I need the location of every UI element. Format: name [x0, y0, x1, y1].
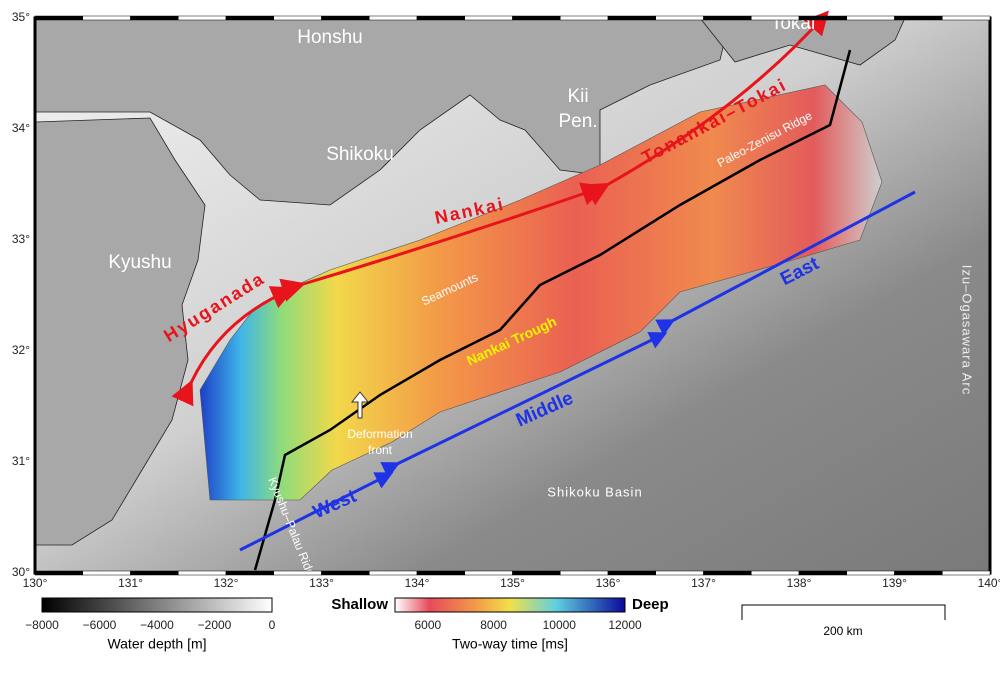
- frame-segment: [369, 15, 418, 21]
- label: Deformation: [347, 427, 412, 441]
- frame-segment: [178, 570, 227, 576]
- lat-tick-label: 30°: [12, 565, 30, 579]
- frame-segment: [225, 570, 274, 576]
- legend: Water depth [m] Shallow Deep Two-way tim…: [41, 596, 946, 652]
- twt-tick-label: 12000: [608, 618, 642, 632]
- depth-tick-label: −2000: [198, 618, 232, 632]
- lon-tick-label: 137°: [691, 576, 716, 590]
- axes: 130° 131° 132° 133° 134° 135° 136° 137° 138° 139°…: [12, 10, 1000, 632]
- frame-segment: [846, 570, 895, 576]
- frame-segment: [273, 15, 322, 21]
- lat-tick-label: 34°: [12, 121, 30, 135]
- lon-tick-label: 138°: [787, 576, 812, 590]
- scale-label: 200 km: [823, 624, 862, 638]
- depth-tick-label: −6000: [83, 618, 117, 632]
- frame-segment: [512, 15, 561, 21]
- arrow-east: [655, 190, 916, 336]
- arrow-hyuganada: [171, 286, 296, 407]
- twt-tick-label: 8000: [480, 618, 507, 632]
- frame-segment: [82, 570, 131, 576]
- lat-tick-label: 33°: [12, 232, 30, 246]
- frame-segment: [416, 570, 465, 576]
- legend-title: Water depth [m]: [107, 636, 206, 652]
- label: Izu–Ogasawara Arc: [960, 265, 975, 395]
- front-arrow: [350, 391, 370, 419]
- frame-segment: [655, 15, 704, 21]
- frame-segment: [130, 570, 179, 576]
- scale-bar: [741, 604, 946, 620]
- lon-tick-label: 132°: [214, 576, 239, 590]
- frame-segment: [34, 15, 83, 21]
- frame-segment: [416, 15, 465, 21]
- depth-tick-label: −4000: [140, 618, 174, 632]
- legend-shallow: Shallow: [331, 596, 388, 613]
- twt-colorbar: [394, 597, 626, 613]
- frame-segment: [703, 570, 752, 576]
- depth-colorbar: [41, 597, 273, 613]
- frame-segment: [82, 15, 131, 21]
- lon-tick-label: 133°: [309, 576, 334, 590]
- frame-segment: [751, 15, 800, 21]
- twt-tick-label: 6000: [415, 618, 442, 632]
- lon-tick-label: 134°: [405, 576, 430, 590]
- frame-segment: [894, 570, 943, 576]
- label: Shikoku: [326, 144, 394, 165]
- frame-segment: [369, 570, 418, 576]
- frame-segment: [846, 15, 895, 21]
- frame-segment: [178, 15, 227, 21]
- frame-segment: [560, 570, 609, 576]
- label: Shikoku Basin: [547, 484, 642, 499]
- lat-tick-label: 31°: [12, 454, 30, 468]
- frame-segment: [798, 15, 847, 21]
- frame-segment: [655, 570, 704, 576]
- depth-tick-label: −8000: [25, 618, 59, 632]
- frame-segment: [321, 15, 370, 21]
- frame-segment: [942, 15, 991, 21]
- label: Pen.: [558, 111, 597, 132]
- frame-segment: [512, 570, 561, 576]
- frame-segment: [894, 15, 943, 21]
- map: Honshu Tokai Kii Pen. Shikoku Kyushu Ton…: [33, 10, 992, 585]
- lon-tick-label: 135°: [500, 576, 525, 590]
- frame-segment: [607, 570, 656, 576]
- legend-title: Two-way time [ms]: [452, 636, 568, 652]
- frame-segment: [703, 15, 752, 21]
- arrow-west: [239, 472, 394, 552]
- label: Kyushu: [108, 252, 171, 273]
- frame-segment: [273, 570, 322, 576]
- arrow-nankai: [279, 182, 606, 302]
- lon-tick-label: 139°: [882, 576, 907, 590]
- frame-segment: [942, 570, 991, 576]
- legend-deep: Deep: [632, 596, 669, 613]
- frame-segment: [34, 570, 83, 576]
- label: Honshu: [297, 27, 363, 48]
- arrow-middle: [380, 332, 668, 479]
- frame-segment: [130, 15, 179, 21]
- lon-tick-label: 136°: [596, 576, 621, 590]
- frame-segment: [321, 570, 370, 576]
- label: front: [368, 443, 393, 457]
- frame-segment: [464, 15, 513, 21]
- lat-tick-label: 32°: [12, 343, 30, 357]
- lon-tick-label: 130°: [23, 576, 48, 590]
- lat-tick-label: 35°: [12, 10, 30, 24]
- frame-segment: [225, 15, 274, 21]
- frame-segment: [607, 15, 656, 21]
- frame-segment: [798, 570, 847, 576]
- twt-tick-label: 10000: [543, 618, 577, 632]
- label: Kii: [567, 86, 588, 107]
- lon-tick-label: 131°: [118, 576, 143, 590]
- frame-segment: [751, 570, 800, 576]
- arrow-tonankai: [583, 10, 830, 206]
- depth-tick-label: 0: [269, 618, 276, 632]
- frame-segment: [560, 15, 609, 21]
- frame-segment: [464, 570, 513, 576]
- lon-tick-label: 140°: [978, 576, 1000, 590]
